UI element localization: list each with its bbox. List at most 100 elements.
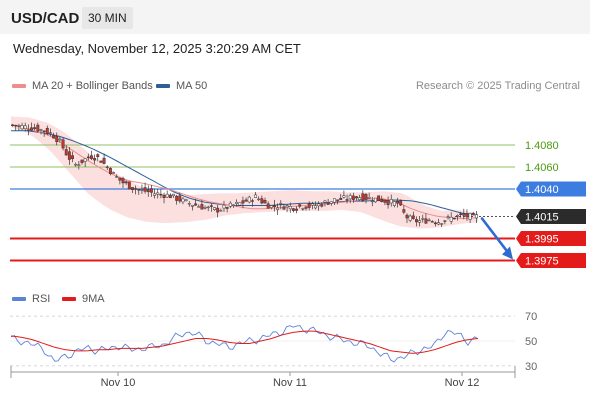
candle — [298, 204, 302, 209]
candle — [48, 128, 52, 137]
candle — [392, 200, 396, 208]
candle — [263, 197, 267, 204]
candle — [190, 204, 194, 211]
candle — [276, 203, 280, 216]
candle — [317, 201, 321, 211]
candle — [137, 188, 141, 195]
level-label-box — [516, 253, 586, 268]
candle — [320, 202, 324, 208]
candle — [351, 192, 355, 203]
candle — [159, 189, 163, 199]
candle — [225, 206, 229, 213]
candle — [23, 122, 27, 132]
rsi-line — [10, 325, 479, 363]
candle — [323, 199, 327, 207]
candle — [418, 216, 422, 227]
candle — [118, 177, 122, 185]
rsi-tick-label: 70 — [525, 311, 537, 323]
candle — [20, 122, 24, 131]
legend-label-9ma: 9MA — [82, 293, 105, 305]
candle — [17, 123, 21, 131]
candle — [156, 188, 160, 199]
candle — [153, 188, 157, 199]
candle — [386, 196, 390, 209]
candle — [282, 203, 286, 210]
candle — [399, 199, 403, 207]
candle — [462, 208, 466, 220]
legend-label-ma20: MA 20 + Bollinger Bands — [32, 80, 153, 92]
symbol-title: USD/CAD — [11, 10, 80, 27]
candle — [146, 185, 150, 197]
candle — [437, 218, 441, 226]
candle — [345, 194, 349, 204]
candle — [411, 211, 415, 220]
candle — [33, 123, 37, 131]
level-label-4: 1.3995 — [516, 231, 586, 246]
candle — [71, 151, 74, 163]
level-label-text: 1.3975 — [525, 256, 559, 268]
candle — [373, 197, 377, 203]
candle — [326, 198, 330, 205]
candle — [446, 214, 450, 220]
candle — [332, 198, 336, 205]
candle — [361, 190, 365, 202]
candle — [235, 199, 239, 207]
candle — [108, 167, 112, 176]
candle — [238, 202, 242, 206]
candle — [364, 193, 368, 204]
timeframe-badge[interactable]: 30 MIN — [82, 7, 133, 29]
candle — [329, 201, 333, 206]
candle — [42, 130, 46, 137]
forecast-arrow-shaft — [480, 217, 510, 254]
candle — [266, 201, 270, 209]
candle — [219, 208, 223, 212]
candle — [178, 192, 182, 204]
legend-ma20-bollinger: MA 20 + Bollinger Bands — [12, 80, 153, 92]
candle — [456, 214, 459, 221]
level-label-0: 1.4080 — [525, 140, 559, 152]
rsi-panel: 70 50 30 — [10, 311, 537, 373]
candle — [254, 191, 257, 198]
candle — [134, 185, 138, 195]
candle — [370, 196, 374, 207]
candle — [383, 199, 387, 206]
candle — [213, 207, 216, 211]
candle — [26, 124, 30, 136]
legend-swatch-ma50 — [156, 84, 170, 89]
candle — [314, 201, 317, 210]
candle — [77, 161, 81, 170]
forecast-arrow-head — [502, 246, 513, 260]
candles — [11, 122, 478, 228]
price-level-labels: 1.4080 1.4060 1.4040 1.4015 1.3995 1.3975 — [516, 140, 586, 268]
timestamp: Wednesday, November 12, 2025 3:20:29 AM … — [13, 41, 301, 56]
candle — [115, 174, 119, 178]
candle — [187, 201, 191, 207]
candle — [80, 159, 84, 165]
candle — [83, 158, 87, 167]
candle — [247, 195, 251, 204]
candle — [402, 205, 406, 215]
x-tick-label: Nov 11 — [273, 377, 307, 389]
candle — [45, 125, 49, 136]
candle — [389, 194, 393, 207]
level-label-text: 1.3995 — [525, 234, 559, 246]
legend-swatch-rsi — [12, 297, 26, 302]
candle — [421, 214, 425, 223]
level-label-text: 1.4015 — [525, 212, 559, 224]
ma50-line — [11, 130, 479, 216]
candle — [162, 192, 166, 204]
candle — [279, 200, 283, 210]
candle — [168, 193, 172, 199]
rsi-ma9-line — [10, 330, 479, 354]
candle — [172, 193, 175, 198]
candle — [228, 201, 232, 209]
legend-swatch-9ma — [62, 297, 76, 302]
candle — [105, 165, 109, 171]
candle — [304, 206, 308, 211]
candle — [273, 199, 276, 212]
candle — [285, 204, 289, 213]
candle — [427, 217, 431, 222]
candle — [74, 162, 78, 167]
price-levels — [10, 144, 515, 262]
